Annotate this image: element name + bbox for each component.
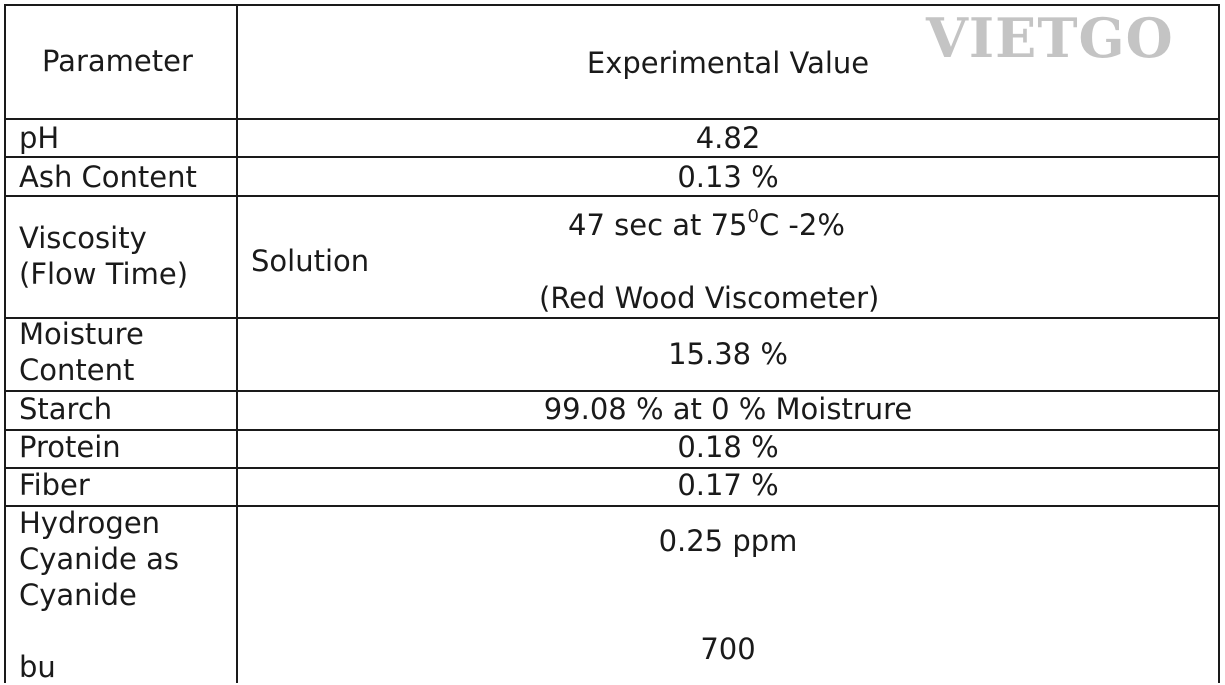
row-viscosity-value: 47 sec at 750C -2% <box>568 207 845 243</box>
row-viscosity-label-2: (Flow Time) <box>19 257 189 291</box>
row-viscosity-label-1: Viscosity <box>19 221 147 255</box>
table-column-divider <box>236 4 238 683</box>
row-ash-label: Ash Content <box>19 160 197 194</box>
row-protein-value: 0.18 % <box>677 430 779 464</box>
row-bu-value: 700 <box>700 632 756 666</box>
viscosity-value-main: 47 sec at 75 <box>568 208 748 242</box>
row-moisture-label-1: Moisture <box>19 317 144 351</box>
row-divider <box>4 156 1220 158</box>
row-viscosity-solution: Solution <box>251 244 370 278</box>
viscosity-value-superscript: 0 <box>747 206 759 227</box>
row-divider <box>4 467 1220 469</box>
row-fiber-label: Fiber <box>19 468 90 502</box>
row-protein-label: Protein <box>19 430 121 464</box>
table-border-right <box>1218 4 1220 683</box>
row-ash-value: 0.13 % <box>677 160 779 194</box>
row-divider <box>4 118 1220 120</box>
row-bu-label: bu <box>19 650 56 684</box>
row-ph-value: 4.82 <box>695 121 761 155</box>
table-border-left <box>4 4 6 683</box>
row-divider <box>4 390 1220 392</box>
row-divider <box>4 505 1220 507</box>
row-hcn-label-3: Cyanide <box>19 578 137 612</box>
row-moisture-value: 15.38 % <box>668 337 788 371</box>
header-parameter: Parameter <box>42 44 193 78</box>
row-starch-label: Starch <box>19 392 113 426</box>
row-divider <box>4 195 1220 197</box>
row-hcn-value: 0.25 ppm <box>658 524 798 558</box>
vietgo-watermark: VIETGO <box>926 6 1174 70</box>
row-divider <box>4 429 1220 431</box>
row-ph-label: pH <box>19 121 60 155</box>
header-experimental-value: Experimental Value <box>586 46 870 80</box>
viscosity-value-tail: C -2% <box>758 208 845 242</box>
row-viscosity-method: (Red Wood Viscometer) <box>539 281 880 315</box>
row-hcn-label-2: Cyanide as <box>19 542 179 576</box>
row-hcn-label-1: Hydrogen <box>19 506 161 540</box>
row-starch-value: 99.08 % at 0 % Moistrure <box>543 392 913 426</box>
row-fiber-value: 0.17 % <box>677 468 779 502</box>
row-divider <box>4 317 1220 319</box>
table-border-top <box>4 4 1220 6</box>
row-moisture-label-2: Content <box>19 353 135 387</box>
